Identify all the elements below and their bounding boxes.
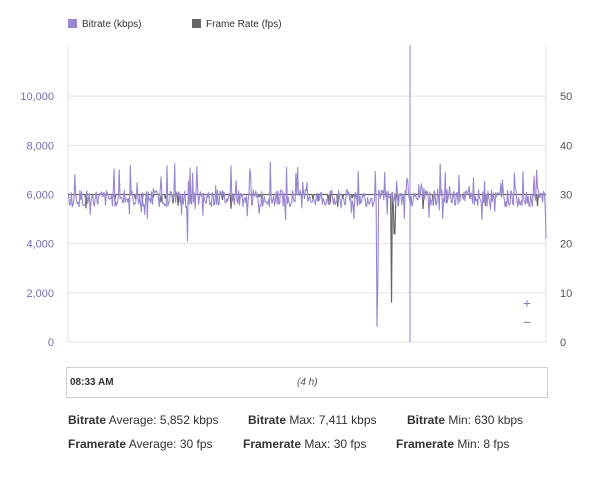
stat-value: Max: 30 fps	[301, 437, 367, 451]
bitrate-series-line	[67, 161, 547, 328]
y-left-tick-label: 10,000	[20, 91, 54, 103]
legend-framerate-label: Frame Rate (fps)	[206, 19, 282, 30]
stat-label: Framerate	[243, 437, 302, 451]
framerate-min-stat: Framerate Min: 8 fps	[396, 437, 509, 451]
stat-label: Framerate	[68, 437, 127, 451]
y-left-tick-label: 6,000	[26, 190, 54, 202]
stat-label: Bitrate	[248, 413, 287, 427]
y-left-tick-label: 2,000	[26, 288, 54, 300]
y-left-tick-label: 4,000	[26, 239, 54, 251]
navigator-duration: (4 h)	[297, 377, 318, 388]
time-navigator[interactable]: 08:33 AM (4 h)	[66, 367, 548, 398]
y-right-tick-label: 30	[560, 190, 572, 202]
y-right-tick-label: 20	[560, 239, 572, 251]
navigator-start-time: 08:33 AM	[70, 377, 114, 388]
stat-value: Max: 7,411 kbps	[286, 413, 377, 427]
legend-bitrate-label: Bitrate (kbps)	[82, 19, 142, 30]
framerate-swatch	[192, 18, 201, 28]
bitrate-framerate-chart[interactable]: 0 2,000 4,000 6,000 8,000 10,000 0 10 20 30 40 50	[0, 0, 611, 360]
framerate-series-line	[68, 193, 546, 303]
stat-value: Average: 30 fps	[126, 437, 213, 451]
y-right-tick-label: 0	[560, 337, 566, 349]
y-left-tick-label: 0	[48, 337, 54, 349]
stat-label: Bitrate	[407, 413, 446, 427]
stat-value: Average: 5,852 kbps	[106, 413, 219, 427]
y-right-tick-label: 50	[560, 91, 572, 103]
stat-value: Min: 630 kbps	[445, 413, 524, 427]
bitrate-average-stat: Bitrate Average: 5,852 kbps	[68, 413, 219, 427]
y-right-tick-label: 10	[560, 288, 572, 300]
bitrate-swatch	[68, 18, 77, 28]
bitrate-max-stat: Bitrate Max: 7,411 kbps	[248, 413, 377, 427]
stat-label: Bitrate	[68, 413, 107, 427]
y-left-tick-label: 8,000	[26, 140, 54, 152]
bitrate-min-stat: Bitrate Min: 630 kbps	[407, 413, 523, 427]
zoom-in-button[interactable]: +	[522, 295, 532, 311]
framerate-average-stat: Framerate Average: 30 fps	[68, 437, 213, 451]
stat-value: Min: 8 fps	[454, 437, 510, 451]
y-right-tick-label: 40	[560, 140, 572, 152]
legend-item-framerate[interactable]: Frame Rate (fps)	[192, 18, 282, 30]
zoom-out-button[interactable]: −	[522, 314, 532, 330]
legend-item-bitrate[interactable]: Bitrate (kbps)	[68, 18, 142, 30]
stat-label: Framerate	[396, 437, 455, 451]
framerate-max-stat: Framerate Max: 30 fps	[243, 437, 366, 451]
